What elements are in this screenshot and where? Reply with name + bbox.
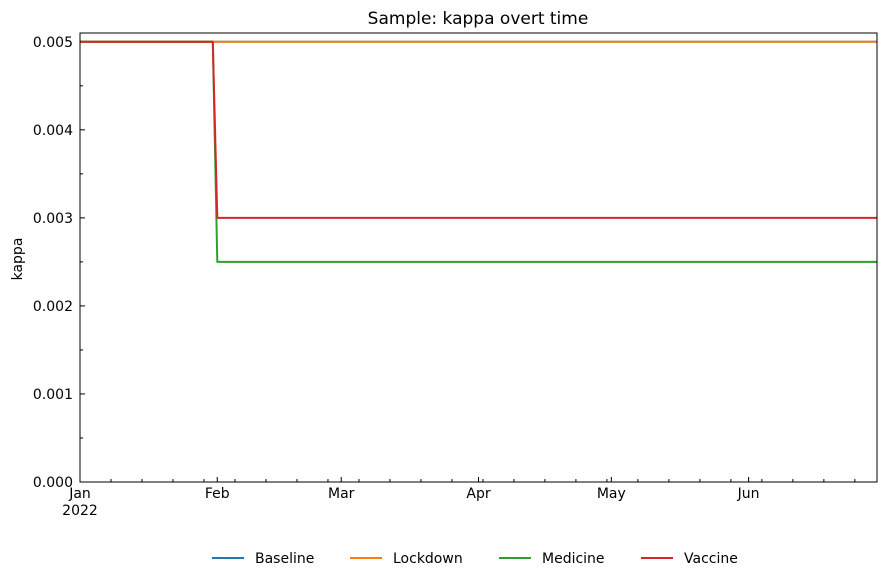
y-axis: 0.000 0.001 0.002 0.003 0.004 0.005 bbox=[33, 35, 85, 491]
y-tick-label: 0.004 bbox=[33, 123, 73, 139]
legend-label-lockdown: Lockdown bbox=[393, 551, 463, 567]
y-tick-label: 0.005 bbox=[33, 35, 73, 51]
legend-label-medicine: Medicine bbox=[542, 551, 605, 567]
legend: Baseline Lockdown Medicine Vaccine bbox=[212, 551, 738, 567]
x-tick-label: Apr bbox=[466, 486, 490, 502]
series-line-vaccine bbox=[80, 40, 877, 219]
x-tick-label: Mar bbox=[328, 486, 355, 502]
x-tick-label: Feb bbox=[205, 486, 230, 502]
y-axis-label: kappa bbox=[10, 238, 26, 281]
plot-frame bbox=[79, 32, 878, 483]
legend-label-vaccine: Vaccine bbox=[684, 551, 738, 567]
chart-title: Sample: kappa overt time bbox=[368, 9, 589, 29]
x-tick-label: May bbox=[597, 486, 626, 502]
x-tick-year-label: 2022 bbox=[62, 503, 98, 519]
x-tick-label: Jan bbox=[68, 486, 91, 502]
y-tick-label: 0.002 bbox=[33, 299, 73, 315]
legend-label-baseline: Baseline bbox=[255, 551, 314, 567]
y-tick-label: 0.000 bbox=[33, 475, 73, 491]
x-tick-label: Jun bbox=[737, 486, 760, 502]
x-axis: Jan Feb Mar Apr May Jun 2022 bbox=[62, 477, 856, 519]
y-tick-label: 0.003 bbox=[33, 211, 73, 227]
series-lines bbox=[80, 40, 877, 263]
y-tick-label: 0.001 bbox=[33, 387, 73, 403]
